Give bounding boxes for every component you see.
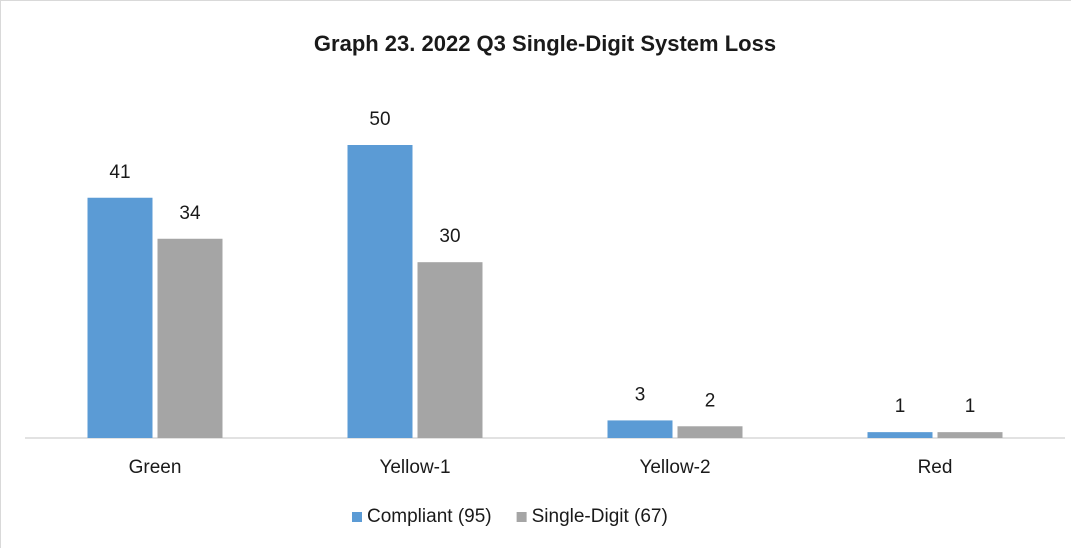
legend-label: Single-Digit (67) <box>532 506 668 527</box>
legend-swatch <box>516 512 527 522</box>
value-label: 41 <box>109 162 130 183</box>
bar <box>87 197 153 438</box>
value-label: 2 <box>705 390 716 411</box>
x-tick-label: Yellow-2 <box>639 457 710 478</box>
bar <box>347 145 413 438</box>
bar <box>417 262 483 438</box>
legend-swatch <box>352 512 362 522</box>
value-label: 1 <box>965 396 976 417</box>
bar <box>937 432 1003 438</box>
bar <box>867 432 933 438</box>
chart-title: Graph 23. 2022 Q3 Single-Digit System Lo… <box>314 31 776 56</box>
bar <box>677 426 743 438</box>
value-label: 3 <box>635 384 646 405</box>
x-tick-label: Yellow-1 <box>379 457 450 478</box>
bar <box>607 420 673 438</box>
value-label: 50 <box>369 109 390 130</box>
x-tick-label: Red <box>918 457 953 478</box>
bar <box>157 238 223 438</box>
value-label: 30 <box>439 226 460 247</box>
x-tick-label: Green <box>129 457 182 478</box>
legend-label: Compliant (95) <box>367 506 492 527</box>
value-label: 34 <box>179 203 201 224</box>
value-label: 1 <box>895 396 906 417</box>
